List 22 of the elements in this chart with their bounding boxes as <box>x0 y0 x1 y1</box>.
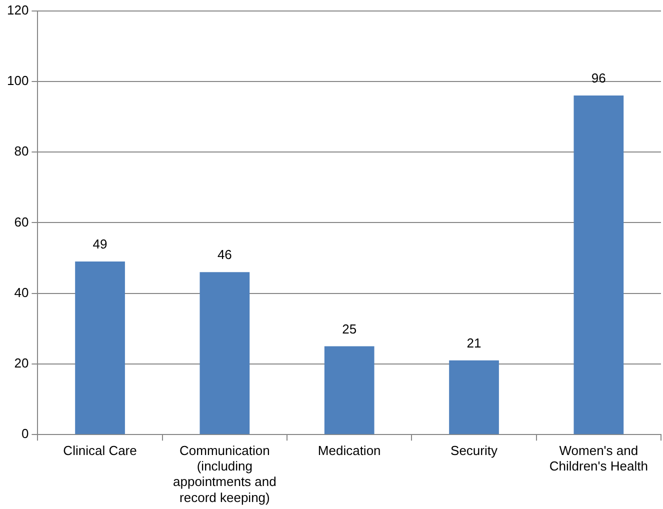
data-label: 49 <box>92 236 108 252</box>
bar <box>324 346 374 434</box>
x-tick-label: Communication (including appointments and record keeping) <box>173 442 276 505</box>
bar <box>75 262 125 434</box>
y-tick-label: 0 <box>21 426 29 442</box>
x-tick-label: Women's and Children's Health <box>549 442 648 474</box>
x-tick-label: Medication <box>318 442 381 458</box>
data-label: 21 <box>466 336 482 351</box>
y-tick-label: 120 <box>6 2 29 18</box>
data-label: 46 <box>217 247 232 262</box>
y-tick-label: 100 <box>6 73 29 88</box>
y-tick-label: 60 <box>14 214 29 230</box>
bar <box>574 96 624 434</box>
bar <box>200 272 250 434</box>
data-label: 25 <box>342 321 357 336</box>
y-tick-label: 40 <box>14 284 29 300</box>
y-tick-label: 20 <box>14 356 29 371</box>
bar <box>449 360 499 434</box>
x-tick-label: Clinical Care <box>63 442 137 458</box>
data-label: 96 <box>591 70 606 86</box>
y-tick-label: 80 <box>14 144 29 159</box>
x-tick-label: Security <box>450 442 498 458</box>
